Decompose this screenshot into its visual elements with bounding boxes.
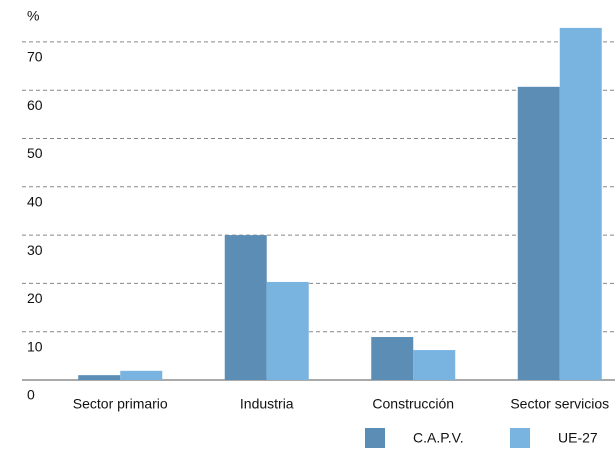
bar bbox=[78, 375, 121, 380]
x-tick-label: Construcción bbox=[372, 396, 454, 412]
x-tick-label: Sector primario bbox=[73, 396, 168, 412]
bar bbox=[371, 337, 414, 380]
bar bbox=[517, 86, 560, 380]
x-tick-label: Industria bbox=[240, 396, 294, 412]
legend-label: UE-27 bbox=[558, 430, 598, 446]
y-tick-label: 20 bbox=[27, 290, 43, 306]
x-tick-label: Sector servicios bbox=[510, 396, 609, 412]
y-tick-label: 70 bbox=[27, 49, 43, 65]
bar bbox=[120, 370, 163, 380]
y-tick-label: 60 bbox=[27, 97, 43, 113]
bar bbox=[266, 281, 309, 380]
y-axis-label: % bbox=[27, 8, 39, 24]
legend-swatch bbox=[365, 428, 385, 448]
y-tick-label: 50 bbox=[27, 145, 43, 161]
y-tick-label: 0 bbox=[27, 387, 35, 403]
bar bbox=[224, 235, 267, 380]
bar bbox=[413, 350, 456, 380]
legend-swatch bbox=[510, 428, 530, 448]
y-tick-label: 30 bbox=[27, 242, 43, 258]
legend-label: C.A.P.V. bbox=[413, 430, 464, 446]
bar bbox=[559, 27, 602, 380]
y-tick-label: 40 bbox=[27, 194, 43, 210]
y-tick-label: 10 bbox=[27, 338, 43, 354]
